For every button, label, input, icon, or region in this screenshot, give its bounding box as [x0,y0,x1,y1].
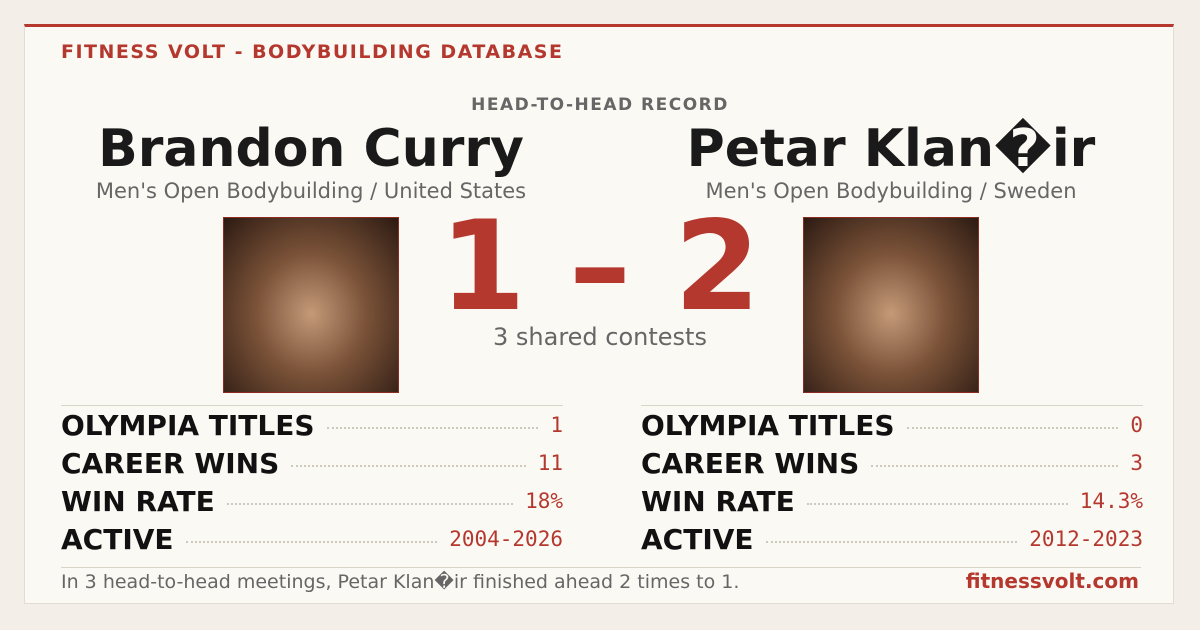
card: FITNESS VOLT - BODYBUILDING DATABASE HEA… [24,24,1174,604]
leader [226,503,514,505]
stat-label: ACTIVE [641,522,754,556]
leader [906,427,1119,429]
leader [185,541,438,543]
site-link[interactable]: fitnessvolt.com [965,569,1139,593]
score-left: 1 [439,195,526,339]
stat-label: CAREER WINS [61,446,280,480]
stat-label: OLYMPIA TITLES [61,408,315,442]
stat-value: 0 [1130,413,1143,437]
score-caption: 3 shared contests [493,323,707,351]
stats: OLYMPIA TITLES 0 CAREER WINS 3 WIN RATE 14.3%… [641,405,1143,558]
stat-row: CAREER WINS 11 [61,444,563,482]
brand: FITNESS VOLT - BODYBUILDING DATABASE [61,41,564,63]
athlete-division: Men's Open Bodybuilding / Sweden [705,179,1077,203]
stat-value: 18% [525,489,563,513]
score-right: 2 [674,195,761,339]
leader [291,465,526,467]
stats: OLYMPIA TITLES 1 CAREER WINS 11 WIN RATE 18% A… [61,405,563,558]
athlete-photo [223,217,399,393]
stat-row: WIN RATE 14.3% [641,482,1143,520]
athlete-name: Petar Klan�ir [686,119,1096,179]
stat-row: ACTIVE 2004-2026 [61,520,563,558]
stat-value: 1 [550,413,563,437]
score-separator: – [569,195,631,339]
stat-row: OLYMPIA TITLES 0 [641,406,1143,444]
stat-label: ACTIVE [61,522,174,556]
stat-row: WIN RATE 18% [61,482,563,520]
stat-row: CAREER WINS 3 [641,444,1143,482]
stat-row: ACTIVE 2012-2023 [641,520,1143,558]
leader [326,427,539,429]
stat-label: WIN RATE [61,484,215,518]
subtitle: HEAD-TO-HEAD RECORD [471,95,729,115]
athlete-photo [803,217,979,393]
stat-value: 3 [1130,451,1143,475]
stat-label: CAREER WINS [641,446,860,480]
athlete-division: Men's Open Bodybuilding / United States [95,179,527,203]
athlete-name: Brandon Curry [98,119,524,179]
divider [61,567,1141,568]
stat-value: 11 [537,451,563,475]
stat-label: WIN RATE [641,484,795,518]
leader [806,503,1068,505]
stat-value: 2004-2026 [449,527,563,551]
stat-row: OLYMPIA TITLES 1 [61,406,563,444]
summary: In 3 head-to-head meetings, Petar Klan�i… [61,571,740,593]
leader [871,465,1119,467]
leader [765,541,1018,543]
stat-value: 2012-2023 [1029,527,1143,551]
stat-value: 14.3% [1079,489,1143,513]
stat-label: OLYMPIA TITLES [641,408,895,442]
score: 1 – 2 [25,197,1175,337]
